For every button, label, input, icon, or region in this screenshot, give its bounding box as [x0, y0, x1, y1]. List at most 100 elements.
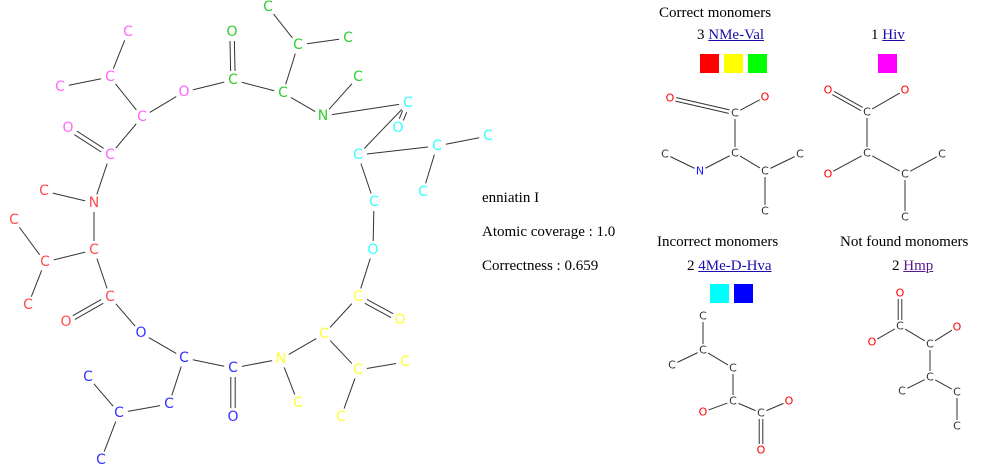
swatch-mehva-cyan — [710, 284, 729, 303]
monomer-hmp-link[interactable]: Hmp — [903, 258, 934, 274]
atom-label: C — [89, 242, 99, 258]
bond — [705, 155, 730, 169]
bond — [904, 328, 926, 342]
monomer-nmeval-count: 3 — [697, 27, 705, 43]
atom-label: C — [926, 371, 934, 384]
bond — [148, 337, 177, 354]
bond — [910, 156, 937, 172]
atom-label: C — [757, 407, 765, 420]
atom-label: C — [418, 184, 428, 200]
bond — [241, 360, 273, 367]
bond — [112, 40, 126, 69]
atom-label: C — [263, 0, 273, 15]
bond — [96, 258, 108, 289]
atom-label: C — [896, 320, 904, 333]
hmp-structure: O C O C O C C C C — [868, 287, 962, 433]
bond — [738, 402, 756, 412]
bond — [366, 363, 397, 369]
bond — [18, 226, 41, 256]
bond — [74, 302, 104, 320]
correct-monomers-heading: Correct monomers — [659, 5, 772, 21]
bond — [360, 258, 371, 289]
swatch-mehva-blue — [734, 284, 753, 303]
atom-label: O — [394, 312, 405, 328]
swatch-hiv-magenta — [878, 54, 897, 73]
atom-label: O — [953, 321, 962, 334]
atom-label: C — [228, 72, 238, 88]
bond — [675, 100, 729, 114]
atom-label: C — [761, 165, 769, 178]
atom-label: N — [696, 165, 704, 178]
atom-label: C — [901, 211, 909, 224]
atom-label: C — [731, 107, 739, 120]
atom-label: C — [699, 310, 707, 323]
atom-label: C — [403, 95, 413, 111]
bond — [360, 163, 372, 194]
atom-label: N — [89, 195, 99, 211]
bond — [833, 155, 862, 172]
atom-label: C — [432, 138, 442, 154]
bond — [115, 123, 137, 149]
bond — [52, 192, 86, 202]
swatch-nmeval-yellow — [724, 54, 743, 73]
atom-label: C — [123, 24, 133, 40]
atom-label: C — [83, 369, 93, 385]
bond — [233, 40, 236, 71]
atom-label: O — [178, 84, 189, 100]
atom-label: O — [868, 336, 877, 349]
bond — [871, 92, 901, 110]
atom-label: O — [757, 444, 766, 457]
bond — [171, 366, 182, 396]
atom-label: C — [661, 148, 669, 161]
atom-label: C — [953, 386, 961, 399]
atom-label: C — [731, 147, 739, 160]
atom-label: O — [227, 409, 238, 425]
bond — [115, 83, 137, 111]
atom-label: C — [796, 148, 804, 161]
molecule-name: enniatin I — [482, 190, 540, 206]
bond — [398, 110, 404, 120]
mehva-structure: C C C C C O C O O — [668, 310, 794, 457]
atom-label: C — [668, 359, 676, 372]
atom-label: O — [896, 287, 905, 300]
atom-label: C — [353, 147, 363, 163]
atom-label: C — [343, 30, 353, 46]
bond — [445, 137, 480, 145]
bond — [740, 99, 760, 111]
atom-label: C — [55, 79, 65, 95]
bond — [832, 94, 862, 112]
monomer-hiv-line: 1 Hiv — [871, 27, 905, 44]
atom-label: C — [901, 168, 909, 181]
atom-label: N — [276, 351, 286, 367]
bond — [72, 299, 102, 317]
atom-label: C — [293, 395, 303, 411]
bond — [707, 352, 729, 366]
correctness: Correctness : 0.659 — [482, 258, 599, 274]
atom-label: C — [699, 344, 707, 357]
monomer-nmeval-link[interactable]: NMe-Val — [708, 27, 765, 43]
bond — [935, 379, 952, 390]
monomer-nmeval-line: 3 NMe-Val — [697, 27, 764, 44]
bond — [127, 405, 161, 412]
atom-label: C — [105, 289, 115, 305]
atom-label: O — [901, 84, 910, 97]
atom-label: C — [105, 69, 115, 85]
monomer-hiv-link[interactable]: Hiv — [882, 27, 905, 43]
atom-label: C — [898, 385, 906, 398]
bond — [306, 38, 340, 45]
bond — [103, 421, 117, 452]
not-found-monomers-heading: Not found monomers — [840, 234, 969, 250]
bond — [68, 78, 102, 86]
atom-label: C — [926, 338, 934, 351]
atom-label: C — [729, 362, 737, 375]
bond — [192, 359, 225, 367]
atom-label: C — [9, 212, 19, 228]
bond — [364, 302, 392, 319]
atom-label: C — [228, 360, 238, 376]
bond — [229, 41, 232, 72]
atom-label: C — [483, 128, 493, 144]
monomer-mehva-link[interactable]: 4Me-D-Hva — [698, 258, 772, 274]
atom-label: C — [164, 396, 174, 412]
atom-label: O — [60, 314, 71, 330]
bond — [670, 156, 695, 169]
